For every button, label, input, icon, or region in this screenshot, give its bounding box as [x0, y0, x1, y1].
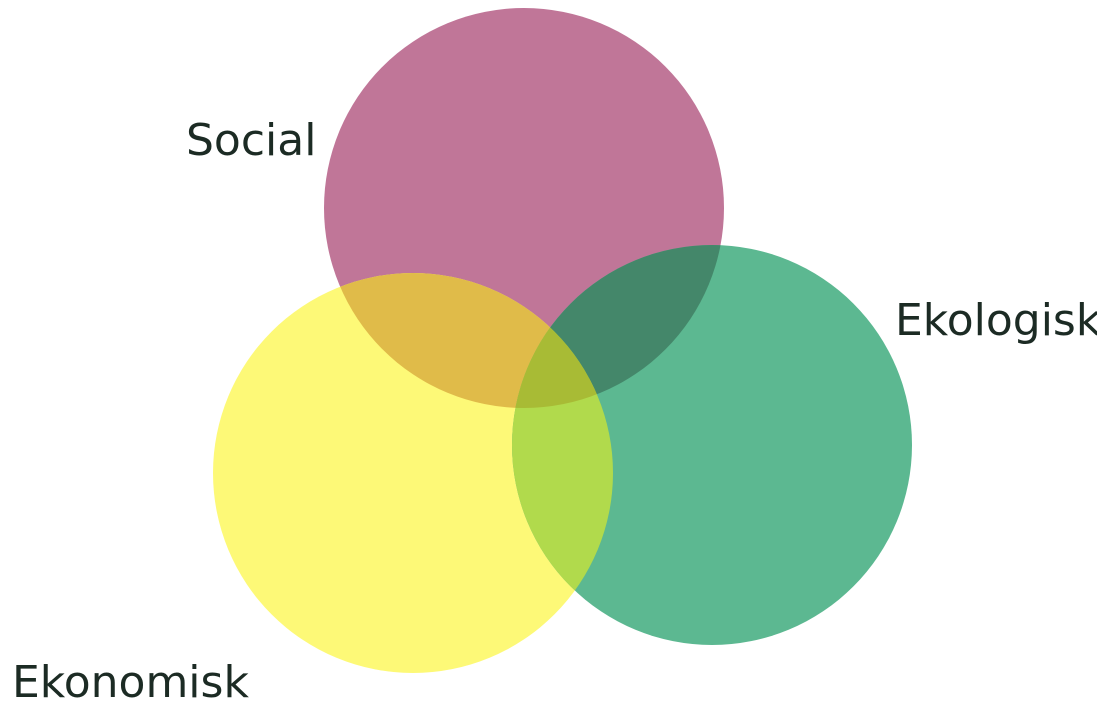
label-social: Social [186, 115, 316, 166]
label-ekonomisk: Ekonomisk [12, 657, 249, 705]
overlap-social-ekologisk [512, 245, 724, 408]
label-ekologisk: Ekologisk [895, 295, 1097, 346]
overlap-social-ekonomisk [324, 273, 613, 408]
